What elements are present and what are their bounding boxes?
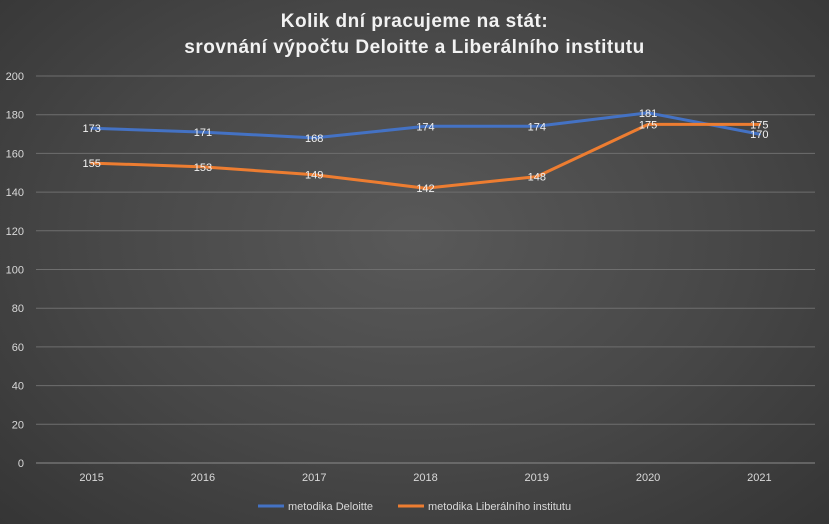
data-label-series-2: 155 <box>82 158 100 170</box>
y-tick-label: 120 <box>6 226 24 238</box>
x-tick-label: 2021 <box>747 472 771 484</box>
legend-label-1: metodika Deloitte <box>288 501 373 513</box>
chart-title: Kolik dní pracujeme na stát: srovnání vý… <box>0 9 829 61</box>
data-label-series-2: 142 <box>416 183 434 195</box>
chart-title-line-2: srovnání výpočtu Deloitte a Liberálního … <box>184 37 645 58</box>
data-label-series-1: 173 <box>82 123 100 135</box>
data-label-series-2: 149 <box>305 170 323 182</box>
y-tick-label: 0 <box>18 458 24 470</box>
data-label-series-1: 174 <box>416 121 434 133</box>
data-label-series-1: 170 <box>750 129 768 141</box>
data-label-series-1: 174 <box>528 121 546 133</box>
chart-title-line-1: Kolik dní pracujeme na stát: <box>280 11 549 32</box>
x-tick-label: 2017 <box>302 472 326 484</box>
y-tick-label: 200 <box>6 71 24 83</box>
data-label-series-1: 171 <box>194 127 212 139</box>
x-tick-label: 2015 <box>79 472 103 484</box>
y-tick-label: 80 <box>12 303 24 315</box>
data-label-series-2: 148 <box>528 172 546 184</box>
series-line-2 <box>90 122 761 190</box>
data-label-series-1: 168 <box>305 133 323 145</box>
data-label-series-1: 181 <box>639 108 657 120</box>
legend-label-2: metodika Liberálního institutu <box>428 501 571 513</box>
data-label-series-2: 175 <box>750 119 768 131</box>
x-tick-label: 2018 <box>413 472 437 484</box>
y-tick-label: 40 <box>12 381 24 393</box>
y-tick-label: 160 <box>6 148 24 160</box>
data-label-series-2: 175 <box>639 119 657 131</box>
y-tick-label: 140 <box>6 187 24 199</box>
x-tick-label: 2019 <box>525 472 549 484</box>
x-tick-label: 2020 <box>636 472 660 484</box>
series-line-1 <box>90 111 761 140</box>
y-tick-label: 100 <box>6 265 24 277</box>
x-tick-label: 2016 <box>191 472 215 484</box>
y-tick-label: 20 <box>12 419 24 431</box>
data-label-series-2: 153 <box>194 162 212 174</box>
y-tick-label: 60 <box>12 342 24 354</box>
y-tick-label: 180 <box>6 110 24 122</box>
